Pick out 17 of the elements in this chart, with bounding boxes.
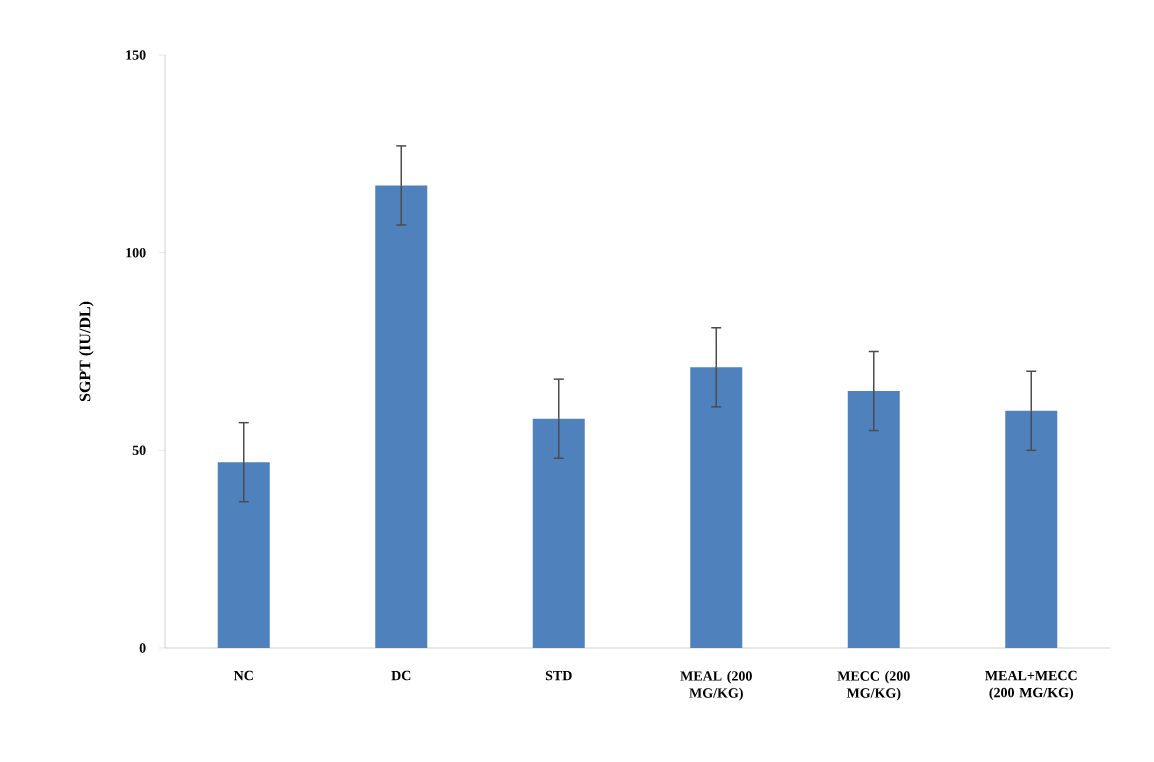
x-tick-label: MEAL+MECC (200 MG/KG): [985, 670, 1077, 701]
bar: [690, 367, 743, 648]
bar: [532, 418, 585, 648]
bar: [1005, 410, 1058, 648]
x-tick-label: DC: [391, 670, 411, 681]
y-tick-label: 100: [126, 247, 146, 258]
x-tick-label: MEAL (200 MG/KG): [680, 670, 752, 701]
x-tick-label: NC: [233, 670, 253, 681]
x-tick-label: MECC (200 MG/KG): [837, 670, 910, 701]
y-tick-label: 0: [139, 643, 146, 653]
x-tick-label: STD: [545, 670, 572, 681]
bar: [217, 462, 270, 648]
y-axis-title: SGPT (IU/DL): [79, 301, 94, 402]
bar: [375, 185, 428, 648]
y-tick-label: 50: [132, 445, 146, 456]
y-tick-label: 150: [126, 50, 146, 60]
bar: [847, 391, 900, 648]
